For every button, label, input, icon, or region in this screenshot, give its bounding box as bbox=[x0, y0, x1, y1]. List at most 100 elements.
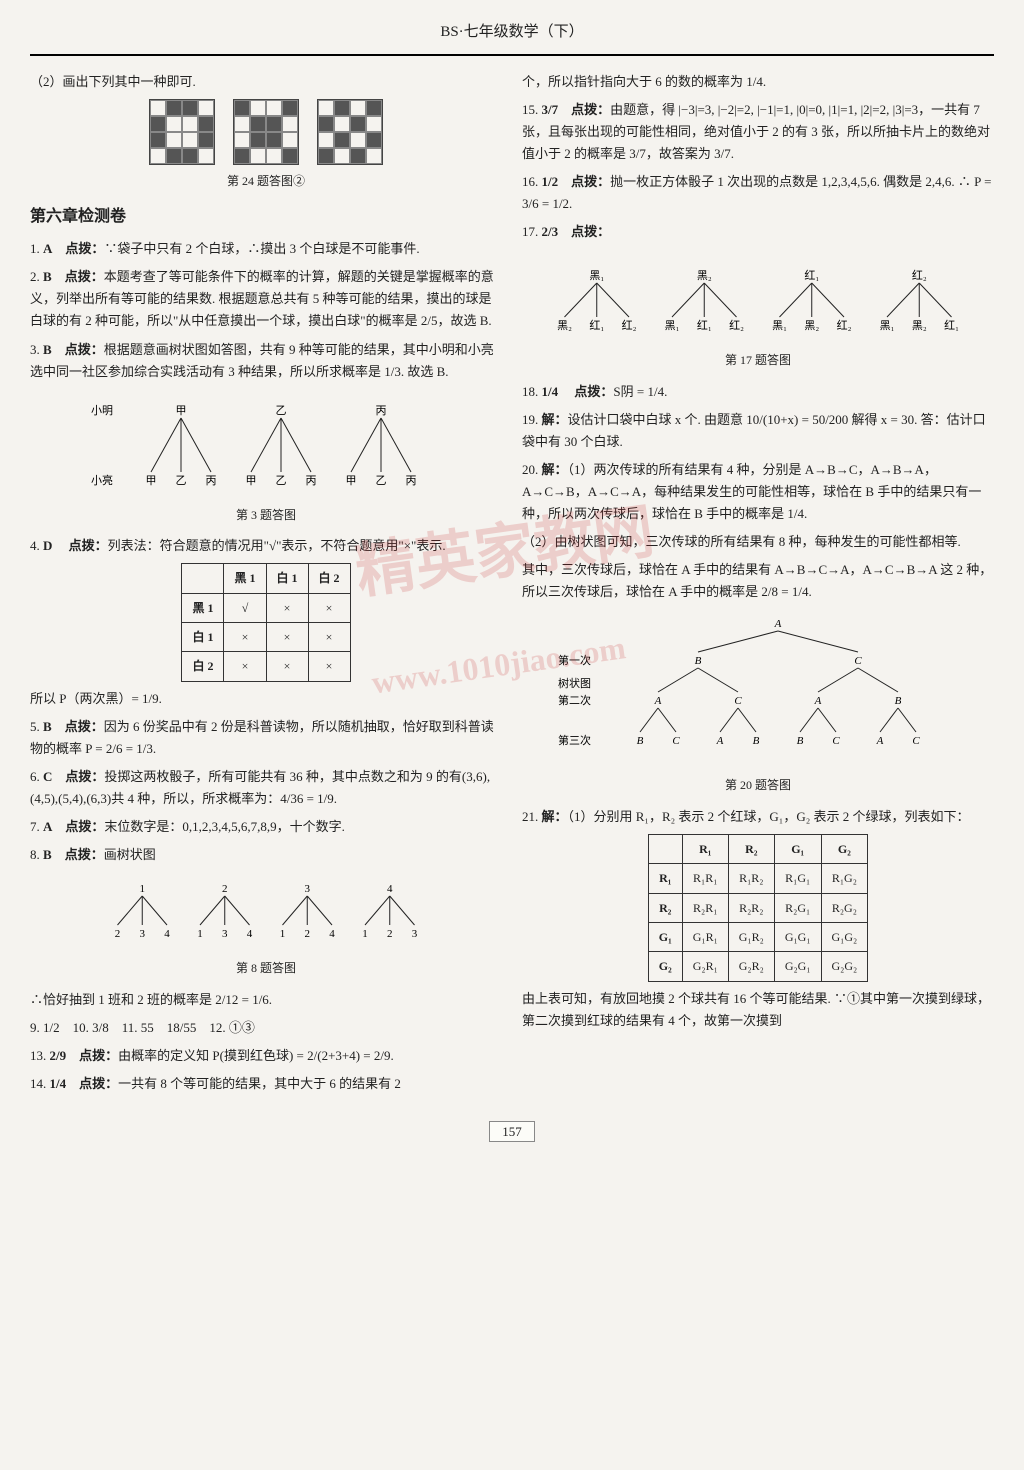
svg-text:红₂: 红₂ bbox=[912, 269, 927, 282]
svg-text:黑₁: 黑₁ bbox=[589, 269, 604, 282]
svg-text:红₁: 红₁ bbox=[944, 319, 959, 332]
svg-text:A: A bbox=[876, 735, 884, 747]
q4: 4. D 点拨：列表法：符合题意的情况用"√"表示，不符合题意用"×"表示. bbox=[30, 535, 502, 557]
svg-text:红₂: 红₂ bbox=[729, 319, 744, 332]
answer-item: 2. B 点拨：本题考查了等可能条件下的概率的计算，解题的关键是掌握概率的意义，… bbox=[30, 266, 502, 332]
q24-caption: 第 24 题答图② bbox=[30, 171, 502, 191]
svg-text:C: C bbox=[672, 735, 680, 747]
q14-cont: 个，所以指针指向大于 6 的数的概率为 1/4. bbox=[522, 71, 994, 93]
q3-tree: 小明 甲甲乙丙乙甲乙丙丙甲乙丙 小亮 bbox=[81, 389, 451, 499]
answer-item: 7. A 点拨：末位数字是：0,1,2,3,4,5,6,7,8,9，十个数字. bbox=[30, 816, 502, 838]
svg-text:甲: 甲 bbox=[176, 405, 187, 417]
grid-b bbox=[233, 99, 299, 165]
q17-caption: 第 17 题答图 bbox=[522, 350, 994, 370]
svg-text:4: 4 bbox=[164, 928, 170, 940]
q24-intro: （2）画出下列其中一种即可. bbox=[30, 71, 502, 93]
answer-item: 3. B 点拨：根据题意画树状图如答图，共有 9 种等可能的结果，其中小明和小亮… bbox=[30, 339, 502, 383]
q20: 20. 解：（1）两次传球的所有结果有 4 种，分别是 A→B→C，A→B→A，… bbox=[522, 459, 994, 525]
svg-text:第三次: 第三次 bbox=[558, 733, 591, 747]
q21-footer: 由上表可知，有放回地摸 2 个球共有 16 个等可能结果. ∵①其中第一次摸到绿… bbox=[522, 988, 994, 1032]
svg-text:树状图: 树状图 bbox=[558, 676, 591, 690]
svg-text:黑₁: 黑₁ bbox=[880, 319, 895, 332]
q20-p2: （2）由树状图可知，三次传球的所有结果有 8 种，每种发生的可能性都相等. bbox=[522, 531, 994, 553]
grid-a bbox=[149, 99, 215, 165]
answer-item: 17. 2/3 点拨： bbox=[522, 221, 994, 243]
svg-text:4: 4 bbox=[387, 883, 393, 895]
svg-text:B: B bbox=[753, 735, 760, 747]
svg-text:丙: 丙 bbox=[376, 405, 387, 417]
q4-footer: 所以 P（两次黑）= 1/9. bbox=[30, 688, 502, 710]
svg-text:C: C bbox=[832, 735, 840, 747]
svg-text:1: 1 bbox=[140, 883, 146, 895]
svg-text:第二次: 第二次 bbox=[558, 693, 591, 707]
svg-text:C: C bbox=[734, 695, 742, 707]
answer-item: 5. B 点拨：因为 6 份奖品中有 2 份是科普读物，所以随机抽取，恰好取到科… bbox=[30, 716, 502, 760]
svg-text:B: B bbox=[895, 695, 902, 707]
svg-text:A: A bbox=[774, 618, 782, 630]
q8-footer: ∴恰好抽到 1 班和 2 班的概率是 2/12 = 1/6. bbox=[30, 989, 502, 1011]
svg-text:3: 3 bbox=[222, 928, 228, 940]
svg-text:黑₁: 黑₁ bbox=[665, 319, 680, 332]
chapter-6-title: 第六章检测卷 bbox=[30, 203, 502, 230]
svg-text:乙: 乙 bbox=[276, 474, 287, 487]
answer-item: 16. 1/2 点拨：抛一枚正方体骰子 1 次出现的点数是 1,2,3,4,5,… bbox=[522, 171, 994, 215]
svg-text:C: C bbox=[912, 735, 920, 747]
svg-text:4: 4 bbox=[329, 928, 335, 940]
svg-text:B: B bbox=[695, 655, 702, 667]
svg-text:第一次: 第一次 bbox=[558, 653, 591, 667]
svg-text:黑₂: 黑₂ bbox=[804, 319, 819, 332]
answer-item: 15. 3/7 点拨：由题意，得 |−3|=3, |−2|=2, |−1|=1,… bbox=[522, 99, 994, 165]
svg-text:3: 3 bbox=[412, 928, 418, 940]
svg-text:C: C bbox=[854, 655, 862, 667]
q20-caption: 第 20 题答图 bbox=[522, 775, 994, 795]
svg-text:黑₂: 黑₂ bbox=[557, 319, 572, 332]
grid-c bbox=[317, 99, 383, 165]
page-header: BS·七年级数学（下） bbox=[30, 20, 994, 56]
svg-text:小明: 小明 bbox=[91, 404, 113, 417]
q8-tree: 1234213431244123 bbox=[81, 872, 451, 952]
svg-text:2: 2 bbox=[115, 928, 121, 940]
svg-text:丙: 丙 bbox=[406, 475, 417, 487]
answer-item: 1. A 点拨：∵袋子中只有 2 个白球，∴摸出 3 个白球是不可能事件. bbox=[30, 238, 502, 260]
svg-text:1: 1 bbox=[362, 928, 368, 940]
q3-caption: 第 3 题答图 bbox=[30, 505, 502, 525]
answer-item: 8. B 点拨：画树状图 bbox=[30, 844, 502, 866]
q20-p3: 其中，三次传球后，球恰在 A 手中的结果有 A→B→C→A，A→C→B→A 这 … bbox=[522, 559, 994, 603]
q24-grids bbox=[30, 99, 502, 165]
svg-text:1: 1 bbox=[197, 928, 203, 940]
svg-text:乙: 乙 bbox=[276, 404, 287, 417]
svg-text:2: 2 bbox=[222, 883, 228, 895]
svg-text:红₂: 红₂ bbox=[837, 319, 852, 332]
svg-text:3: 3 bbox=[140, 928, 146, 940]
q8-caption: 第 8 题答图 bbox=[30, 958, 502, 978]
svg-text:2: 2 bbox=[305, 928, 311, 940]
svg-text:红₁: 红₁ bbox=[804, 269, 819, 282]
right-column: 个，所以指针指向大于 6 的数的概率为 1/4. 15. 3/7 点拨：由题意，… bbox=[522, 71, 994, 1102]
svg-text:黑₁: 黑₁ bbox=[772, 319, 787, 332]
page-number: 157 bbox=[489, 1121, 535, 1142]
q21-table: R₁R₂G₁G₂R₁R₁R₁R₁R₂R₁G₁R₁G₂R₂R₂R₁R₂R₂R₂G₁… bbox=[648, 834, 868, 982]
q19: 19. 解：设估计口袋中白球 x 个. 由题意 10/(10+x) = 50/2… bbox=[522, 409, 994, 453]
answer-item: 13. 2/9 点拨：由概率的定义知 P(摸到红色球) = 2/(2+3+4) … bbox=[30, 1045, 502, 1067]
svg-text:红₁: 红₁ bbox=[697, 319, 712, 332]
svg-text:2: 2 bbox=[387, 928, 393, 940]
svg-text:B: B bbox=[797, 735, 804, 747]
svg-text:甲: 甲 bbox=[246, 475, 257, 487]
page-number-wrap: 157 bbox=[30, 1121, 994, 1143]
q4-table: 黑 1白 1白 2黑 1√××白 1×××白 2××× bbox=[181, 563, 350, 682]
svg-text:红₁: 红₁ bbox=[589, 319, 604, 332]
q18: 18. 1/4 点拨：S阴 = 1/4. bbox=[522, 381, 994, 403]
short-answers: 9. 1/2 10. 3/8 11. 55 18/55 12. ①③ bbox=[30, 1017, 502, 1039]
svg-text:A: A bbox=[814, 695, 822, 707]
svg-text:甲: 甲 bbox=[346, 475, 357, 487]
svg-text:1: 1 bbox=[280, 928, 286, 940]
svg-text:红₂: 红₂ bbox=[622, 319, 637, 332]
answer-item: 14. 1/4 点拨：一共有 8 个等可能的结果，其中大于 6 的结果有 2 bbox=[30, 1073, 502, 1095]
q20-tree: 第一次 树状图 第二次 第三次 ABABCCABCABCBAC bbox=[548, 609, 968, 769]
svg-text:甲: 甲 bbox=[146, 475, 157, 487]
q17-tree: 黑₁黑₂红₁红₂黑₂黑₁红₁红₂红₁黑₁黑₂红₂红₂黑₁黑₂红₁ bbox=[533, 249, 983, 344]
svg-text:乙: 乙 bbox=[376, 474, 387, 487]
svg-text:乙: 乙 bbox=[176, 474, 187, 487]
svg-text:A: A bbox=[654, 695, 662, 707]
svg-text:丙: 丙 bbox=[206, 475, 217, 487]
